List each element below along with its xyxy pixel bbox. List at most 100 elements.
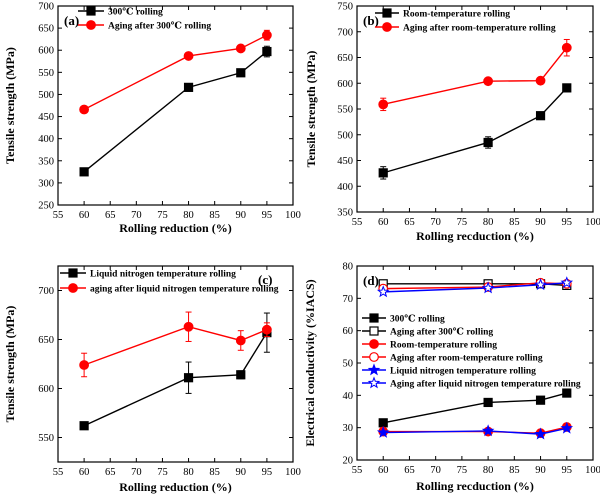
legend-marker xyxy=(369,326,379,336)
data-point xyxy=(535,111,546,121)
data-point xyxy=(378,168,388,178)
data-point xyxy=(79,421,89,431)
data-point xyxy=(236,68,246,78)
y-tick-label: 400 xyxy=(38,134,54,145)
x-tick-label: 60 xyxy=(378,217,389,228)
x-tick-label: 95 xyxy=(262,467,273,478)
y-tick-label: 700 xyxy=(38,286,54,297)
legend-label: Liquid nitrogen temperature rolling xyxy=(390,367,536,377)
x-tick-label: 65 xyxy=(105,467,116,478)
legend-marker xyxy=(382,22,392,32)
legend-label: Aging after room-temperature rolling xyxy=(390,354,543,364)
x-tick-label: 85 xyxy=(209,467,220,478)
legend-label: Liquid nitrogen temperature rolling xyxy=(90,270,236,280)
x-tick-label: 80 xyxy=(183,467,194,478)
series-1 xyxy=(79,45,272,177)
data-point xyxy=(481,424,495,437)
x-tick-label: 75 xyxy=(457,465,468,476)
data-point xyxy=(560,421,574,434)
x-tick-label: 80 xyxy=(483,465,494,476)
series-2 xyxy=(79,29,272,115)
data-point xyxy=(483,76,494,87)
series-line xyxy=(83,34,268,111)
y-axis-label: Electrical conductivity (%IACS) xyxy=(303,279,317,446)
x-tick-label: 95 xyxy=(262,210,273,221)
y-axis-label: Tensile strength (MPa) xyxy=(3,306,17,423)
y-tick-label: 650 xyxy=(38,24,54,35)
data-point xyxy=(79,360,90,370)
y-axis-label: Tensile strength (MPa) xyxy=(3,47,17,164)
legend-marker xyxy=(68,268,78,278)
legend-label: Aging after 300℃ rolling xyxy=(108,22,211,32)
x-tick-label: 100 xyxy=(585,465,600,476)
y-tick-label: 500 xyxy=(337,130,353,141)
x-tick-label: 90 xyxy=(236,210,247,221)
y-tick-label: 600 xyxy=(38,46,54,57)
x-tick-label: 60 xyxy=(79,210,90,221)
data-point xyxy=(376,285,390,298)
legend-marker xyxy=(369,339,379,349)
series-line xyxy=(383,427,567,435)
y-tick-label: 350 xyxy=(337,208,353,219)
series-1 xyxy=(79,312,272,431)
legend-marker xyxy=(382,8,392,18)
x-axis-label: Rolling reduction (%) xyxy=(119,480,231,494)
plot-frame xyxy=(57,5,294,206)
chart-panel-2: 55 60 65 70 75 80 85 90 95 100 350 400 450 500 550 600 6… xyxy=(304,2,600,244)
legend-label: Aging after 300℃ rolling xyxy=(390,328,493,338)
data-point xyxy=(183,373,194,383)
x-tick-label: 100 xyxy=(285,210,301,221)
y-tick-label: 50 xyxy=(343,359,354,370)
x-tick-label: 85 xyxy=(209,210,220,221)
x-tick-label: 75 xyxy=(457,217,468,228)
legend: Room-temperature rolling Aging after room… xyxy=(375,8,556,34)
x-tick-label: 95 xyxy=(562,217,573,228)
x-tick-label: 90 xyxy=(236,467,247,478)
x-tick-label: 90 xyxy=(535,217,546,228)
legend-label: Aging after liquid nitrogen temperature … xyxy=(390,380,581,390)
y-tick-label: 550 xyxy=(38,68,54,79)
x-tick-label: 70 xyxy=(430,217,441,228)
data-point xyxy=(261,324,272,335)
panel-label: (d) xyxy=(363,273,379,288)
data-point xyxy=(261,30,272,41)
y-tick-label: 250 xyxy=(38,201,54,212)
data-point xyxy=(376,425,390,438)
y-tick-label: 80 xyxy=(343,262,354,273)
x-axis-label: Rolling recduction (%) xyxy=(416,479,534,493)
panel-label: (c) xyxy=(258,272,272,287)
x-tick-label: 100 xyxy=(285,467,301,478)
data-point xyxy=(262,46,272,57)
y-tick-label: 500 xyxy=(38,90,54,101)
y-tick-label: 60 xyxy=(343,326,354,337)
y-tick-label: 450 xyxy=(38,112,54,123)
series-2 xyxy=(378,38,572,112)
x-tick-label: 55 xyxy=(53,210,64,221)
data-point xyxy=(183,51,194,61)
legend-label: aging after liquid nitrogen temperature … xyxy=(90,285,279,295)
data-point xyxy=(79,167,89,177)
panel-label: (b) xyxy=(363,13,379,28)
y-tick-label: 750 xyxy=(337,2,353,13)
legend-label: 300℃ rolling xyxy=(390,315,445,325)
x-axis-label: Rolling recduction (%) xyxy=(416,229,534,243)
legend-label: Aging after room-temperature rolling xyxy=(403,24,556,34)
series-line xyxy=(83,51,268,173)
x-tick-label: 55 xyxy=(352,465,363,476)
x-tick-label: 95 xyxy=(562,465,573,476)
legend: Liquid nitrogen temperature rolling aging… xyxy=(60,268,279,295)
x-tick-label: 55 xyxy=(53,467,64,478)
y-tick-label: 650 xyxy=(337,53,353,64)
x-tick-label: 80 xyxy=(183,210,194,221)
y-tick-label: 40 xyxy=(343,391,354,402)
data-point xyxy=(183,321,194,332)
y-tick-label: 550 xyxy=(38,433,54,444)
panel-label: (a) xyxy=(64,13,79,28)
y-tick-label: 450 xyxy=(337,156,353,167)
y-tick-label: 70 xyxy=(343,294,354,305)
chart-panel-1: 55 60 65 70 75 80 85 90 95 100 250 300 350 400 450 500 5… xyxy=(3,2,301,236)
data-point xyxy=(235,335,246,346)
legend-label: Room-temperature rolling xyxy=(403,10,510,20)
x-tick-label: 85 xyxy=(509,465,520,476)
plot-frame xyxy=(356,5,594,213)
